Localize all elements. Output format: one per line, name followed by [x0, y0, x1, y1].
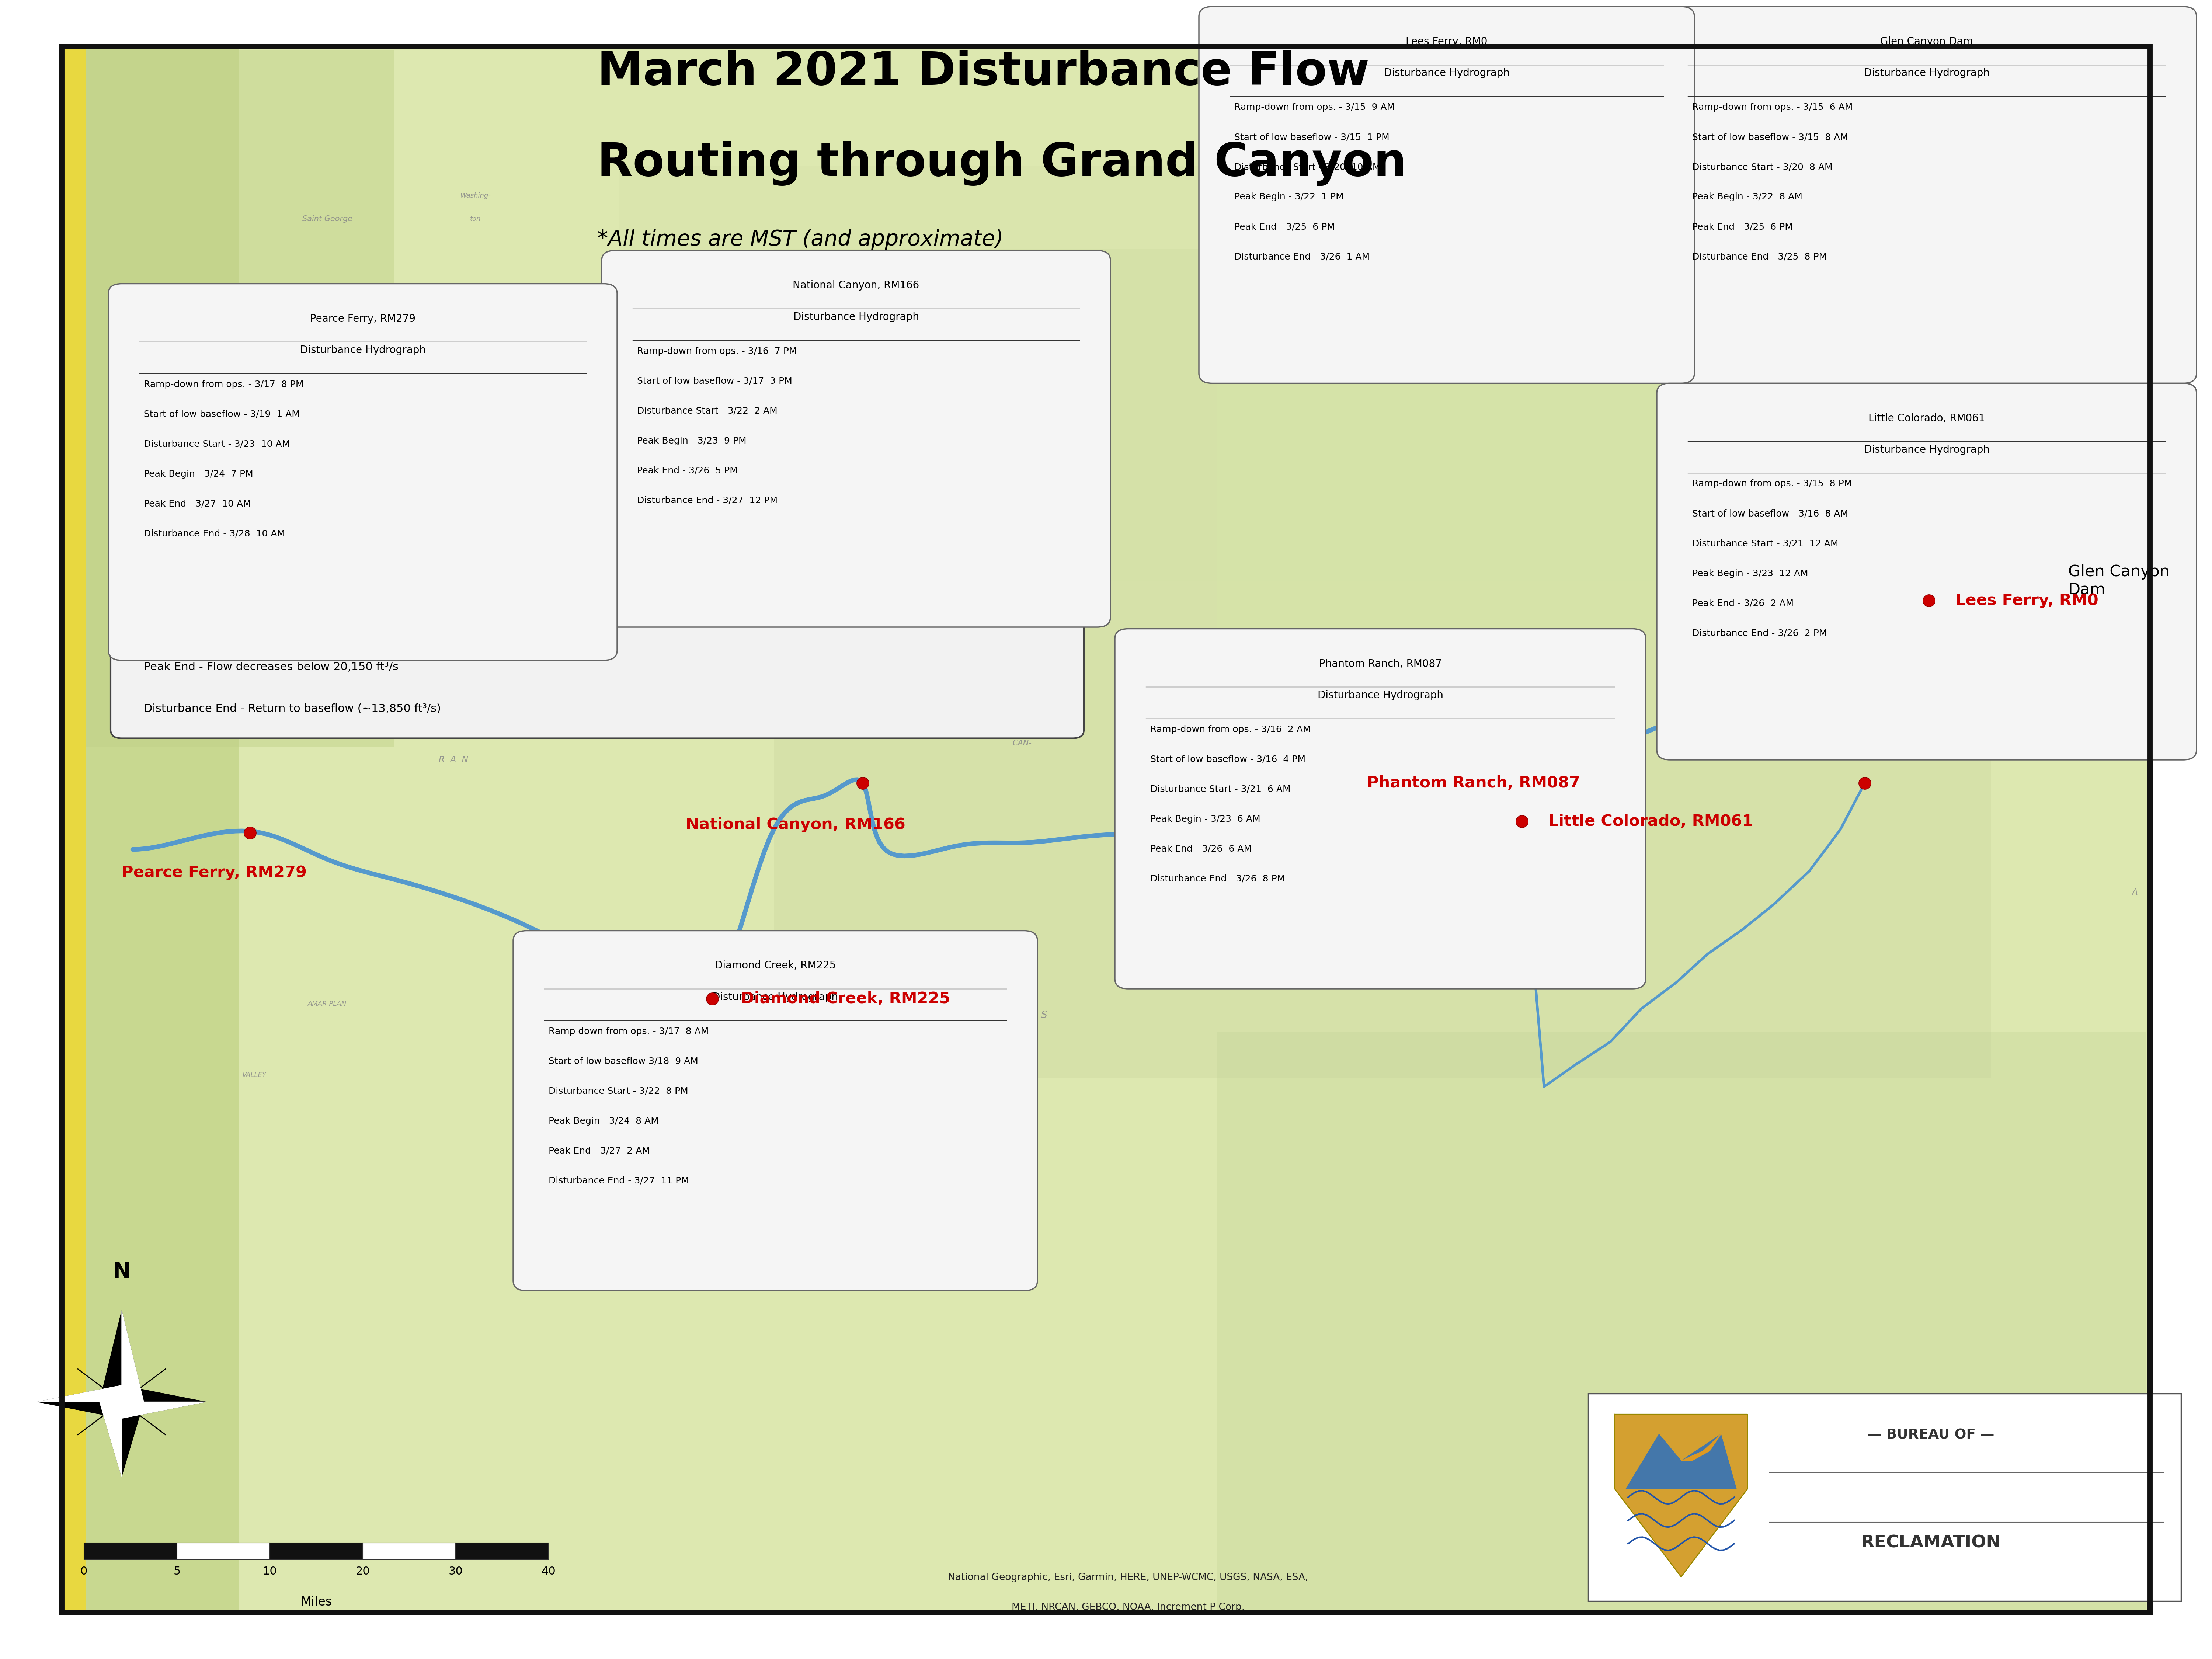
Text: Phantom Ranch, RM087: Phantom Ranch, RM087	[1367, 775, 1579, 791]
Text: Ramp-down from ops. - 3/15  8 PM: Ramp-down from ops. - 3/15 8 PM	[1692, 479, 1851, 488]
Text: Peak Begin - 3/24  8 AM: Peak Begin - 3/24 8 AM	[549, 1117, 659, 1125]
Text: March 2021 Disturbance Flow: March 2021 Disturbance Flow	[597, 50, 1369, 95]
FancyBboxPatch shape	[62, 50, 394, 747]
Text: Phantom Ranch, RM087: Phantom Ranch, RM087	[1318, 659, 1442, 669]
FancyBboxPatch shape	[84, 1543, 177, 1559]
FancyBboxPatch shape	[1657, 383, 2197, 760]
FancyBboxPatch shape	[619, 166, 1991, 581]
Text: Glen Canyon
Dam: Glen Canyon Dam	[2068, 564, 2170, 597]
Text: Kanab: Kanab	[1599, 207, 1621, 214]
FancyBboxPatch shape	[1115, 629, 1646, 989]
FancyBboxPatch shape	[1588, 1394, 2181, 1601]
Text: Ramp-down from ops. - 3/15  9 AM: Ramp-down from ops. - 3/15 9 AM	[1234, 103, 1396, 111]
Text: Disturbance Hydrograph: Disturbance Hydrograph	[301, 345, 425, 355]
Text: Pearce Ferry, RM279: Pearce Ferry, RM279	[310, 314, 416, 324]
Text: R  A  N: R A N	[438, 755, 469, 765]
Text: Peak Begin - 3/24  7 PM: Peak Begin - 3/24 7 PM	[144, 469, 252, 478]
FancyBboxPatch shape	[363, 1543, 456, 1559]
Text: Routing through Grand Canyon: Routing through Grand Canyon	[597, 141, 1407, 186]
Text: Disturbance Hydrograph: Disturbance Hydrograph	[1865, 445, 1989, 455]
FancyBboxPatch shape	[1217, 33, 2146, 630]
Text: Page: Page	[2117, 294, 2139, 304]
Text: Start of low base flow - flow steady at 4,000 cfs: Start of low base flow - flow steady at …	[144, 538, 411, 547]
Text: Disturbance End - 3/28  10 AM: Disturbance End - 3/28 10 AM	[144, 529, 285, 538]
Text: — BUREAU OF —: — BUREAU OF —	[1867, 1428, 1995, 1442]
Text: Miles: Miles	[301, 1596, 332, 1608]
Text: Ramp-down from ops. - 3/16  7 PM: Ramp-down from ops. - 3/16 7 PM	[637, 347, 796, 355]
Text: Washing-: Washing-	[460, 192, 491, 199]
Text: Ramp-down from ops. - 3/17  8 PM: Ramp-down from ops. - 3/17 8 PM	[144, 380, 303, 388]
Text: Little Colorado, RM061: Little Colorado, RM061	[1548, 813, 1754, 830]
Polygon shape	[100, 1402, 144, 1477]
Text: Start of low baseflow - 3/19  1 AM: Start of low baseflow - 3/19 1 AM	[144, 410, 299, 418]
Text: Start of low baseflow - 3/16  4 PM: Start of low baseflow - 3/16 4 PM	[1150, 755, 1305, 763]
Text: 0: 0	[80, 1566, 88, 1576]
Text: National Canyon, RM166: National Canyon, RM166	[686, 816, 905, 833]
Text: Disturbance Start - 3/22  2 AM: Disturbance Start - 3/22 2 AM	[637, 406, 776, 415]
Text: Disturbance End - Return to baseflow (~13,850 ft³/s): Disturbance End - Return to baseflow (~1…	[144, 703, 440, 713]
Text: 20: 20	[356, 1566, 369, 1576]
Polygon shape	[122, 1402, 206, 1418]
Polygon shape	[1615, 1413, 1747, 1576]
Text: Disturbance Start - Increase above baseflow (4,000 ft³/s): Disturbance Start - Increase above basef…	[144, 579, 465, 589]
Text: Peak Begin - 3/23  6 AM: Peak Begin - 3/23 6 AM	[1150, 815, 1261, 823]
Text: C O L O R A D O: C O L O R A D O	[1352, 937, 1427, 947]
Text: Start of low baseflow - 3/15  8 AM: Start of low baseflow - 3/15 8 AM	[1692, 133, 1847, 141]
Text: COCONINO: COCONINO	[1172, 888, 1225, 898]
Polygon shape	[38, 1385, 122, 1418]
Text: N: N	[113, 1261, 131, 1282]
Polygon shape	[38, 1385, 122, 1402]
Text: Start of low baseflow - 3/17  3 PM: Start of low baseflow - 3/17 3 PM	[637, 377, 792, 385]
Text: Disturbance Hydrograph: Disturbance Hydrograph	[1385, 68, 1509, 78]
Text: Start of low baseflow 3/18  9 AM: Start of low baseflow 3/18 9 AM	[549, 1057, 699, 1065]
Polygon shape	[1626, 1433, 1736, 1490]
Text: Disturbance End - 3/27  12 PM: Disturbance End - 3/27 12 PM	[637, 496, 779, 504]
Text: Saint George: Saint George	[303, 216, 352, 222]
Text: Disturbance Start - 3/20  8 AM: Disturbance Start - 3/20 8 AM	[1692, 163, 1832, 171]
Text: Lees Ferry, RM0: Lees Ferry, RM0	[1955, 592, 2099, 609]
Text: Glen Canyon Dam: Glen Canyon Dam	[1880, 36, 1973, 46]
Text: Ramp-down from ops. - 3/15  6 AM: Ramp-down from ops. - 3/15 6 AM	[1692, 103, 1854, 111]
Text: Disturbance Hydrograph: Disturbance Hydrograph	[712, 992, 838, 1002]
Polygon shape	[1681, 1433, 1721, 1460]
Text: Peak Begin - 3/23  9 PM: Peak Begin - 3/23 9 PM	[637, 436, 745, 445]
Text: Diamond Creek, RM225: Diamond Creek, RM225	[714, 961, 836, 971]
Text: Critical Disturbance flow monitoring sites: Critical Disturbance flow monitoring sit…	[192, 430, 478, 443]
Text: Disturbance End - 3/25  8 PM: Disturbance End - 3/25 8 PM	[1692, 252, 1827, 260]
FancyBboxPatch shape	[270, 1543, 363, 1559]
Text: Peak End - 3/26  5 PM: Peak End - 3/26 5 PM	[637, 466, 737, 474]
FancyBboxPatch shape	[62, 46, 2150, 1613]
Text: Disturbance End - 3/26  2 PM: Disturbance End - 3/26 2 PM	[1692, 629, 1827, 637]
Text: 5: 5	[173, 1566, 181, 1576]
Text: Tu-: Tu-	[2143, 747, 2157, 753]
Polygon shape	[122, 1311, 144, 1402]
FancyBboxPatch shape	[456, 1543, 549, 1559]
Text: Disturbance Hydrograph: Disturbance Hydrograph	[1318, 690, 1442, 700]
Text: Peak Begin - Flow reaches 20,150 ft³/s: Peak Begin - Flow reaches 20,150 ft³/s	[144, 620, 361, 630]
FancyBboxPatch shape	[1217, 1032, 2146, 1613]
Text: Peak End - Flow decreases below 20,150 ft³/s: Peak End - Flow decreases below 20,150 f…	[144, 662, 398, 672]
FancyBboxPatch shape	[1657, 7, 2197, 383]
Text: 40: 40	[542, 1566, 555, 1576]
FancyBboxPatch shape	[774, 249, 1991, 1078]
Polygon shape	[100, 1402, 122, 1477]
Text: Ramp down from ops. - 3/17  8 AM: Ramp down from ops. - 3/17 8 AM	[549, 1027, 708, 1035]
Text: Disturbance Start - 3/22  8 PM: Disturbance Start - 3/22 8 PM	[549, 1087, 688, 1095]
Text: Peak Begin - 3/22  1 PM: Peak Begin - 3/22 1 PM	[1234, 192, 1343, 201]
Text: Lees Ferry, RM0: Lees Ferry, RM0	[1407, 36, 1486, 46]
Text: Little Colorado, RM061: Little Colorado, RM061	[1869, 413, 1984, 423]
Text: S: S	[1042, 1010, 1046, 1020]
Text: Ramp down from ops. - flow decreases from 9,700 ft³/s: Ramp down from ops. - flow decreases fro…	[144, 496, 453, 506]
Text: Peak End - 3/26  6 AM: Peak End - 3/26 6 AM	[1150, 844, 1252, 853]
FancyBboxPatch shape	[513, 931, 1037, 1291]
Text: Ramp-down from ops. - 3/16  2 AM: Ramp-down from ops. - 3/16 2 AM	[1150, 725, 1312, 733]
Text: Disturbance Start - 3/23  10 AM: Disturbance Start - 3/23 10 AM	[144, 440, 290, 448]
Text: Peak End - 3/26  2 AM: Peak End - 3/26 2 AM	[1692, 599, 1794, 607]
Text: Disturbance Hydrograph: Disturbance Hydrograph	[794, 312, 918, 322]
Text: Disturbance Hydrograph: Disturbance Hydrograph	[1865, 68, 1989, 78]
Text: Peak End - 3/25  6 PM: Peak End - 3/25 6 PM	[1234, 222, 1334, 231]
Text: VALLEY: VALLEY	[243, 1072, 265, 1078]
Text: Disturbance End - 3/27  11 PM: Disturbance End - 3/27 11 PM	[549, 1176, 690, 1185]
Text: RECLAMATION: RECLAMATION	[1860, 1535, 2002, 1551]
